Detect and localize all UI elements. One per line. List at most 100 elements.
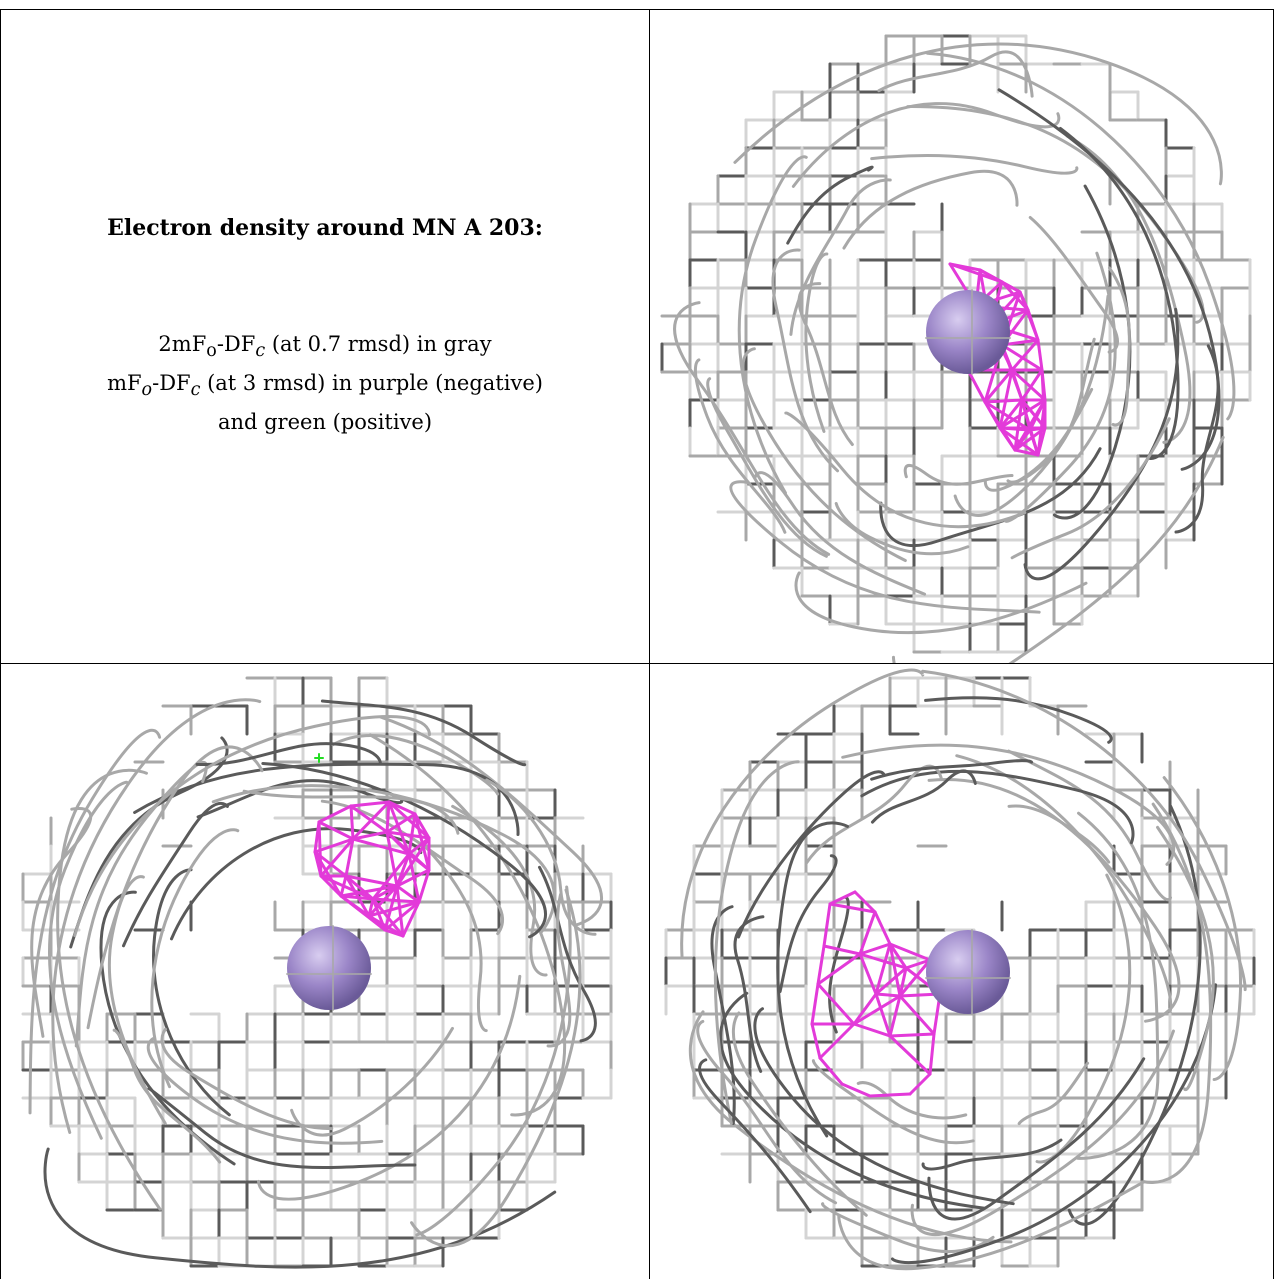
negative-density-segment bbox=[344, 874, 375, 901]
negative-density-segment bbox=[998, 426, 1032, 432]
negative-density-segment bbox=[385, 812, 417, 834]
mesh-contour-strand bbox=[1023, 307, 1180, 581]
negative-density-segment bbox=[407, 812, 417, 856]
negative-density-segment bbox=[1013, 448, 1040, 457]
negative-density-segment bbox=[852, 992, 878, 1026]
mesh-contour-strand bbox=[48, 780, 129, 1140]
legend-term: -DF bbox=[216, 332, 256, 356]
mesh-contour-strand bbox=[56, 768, 162, 1211]
mesh-contour-strand bbox=[797, 282, 854, 446]
negative-density-segment bbox=[816, 982, 856, 1026]
mesh-contour-strand bbox=[997, 88, 1221, 471]
mesh-contour-strand bbox=[290, 1026, 454, 1137]
negative-density-segment bbox=[367, 884, 399, 918]
negative-density-segment bbox=[1013, 428, 1032, 452]
mesh-contour-strand bbox=[771, 248, 840, 473]
negative-density-segment bbox=[339, 894, 375, 901]
negative-density-segment bbox=[1000, 343, 1044, 372]
negative-density-segment bbox=[344, 874, 371, 918]
negative-density-segment bbox=[874, 992, 892, 1038]
negative-density-segment bbox=[853, 890, 877, 914]
negative-density-segment bbox=[317, 804, 353, 824]
mesh-contour-strand bbox=[696, 1019, 838, 1205]
negative-density-segment bbox=[1020, 368, 1044, 402]
mesh-contour-strand bbox=[160, 1027, 334, 1131]
mesh-contour-strand bbox=[195, 742, 382, 766]
mesh-contour-strand bbox=[538, 865, 597, 1043]
negative-density-segment bbox=[966, 368, 987, 404]
legend-line-2mfo-dfc: 2mFo-DFc (at 0.7 rmsd) in gray bbox=[1, 328, 649, 367]
negative-density-segment bbox=[339, 894, 371, 918]
negative-density-segment bbox=[868, 1092, 912, 1098]
mesh-contour-curves bbox=[673, 42, 1236, 663]
mesh-contour-strand bbox=[196, 779, 404, 819]
mesh-contour-strand bbox=[737, 770, 886, 939]
mesh-contour-strand bbox=[147, 1086, 417, 1170]
negative-density-segment bbox=[313, 837, 355, 854]
mesh-contour-strand bbox=[804, 252, 829, 433]
mesh-contour-strand bbox=[150, 828, 240, 1089]
manganese-atom-sphere bbox=[926, 290, 1010, 374]
negative-density-segment bbox=[898, 994, 936, 1036]
negative-density-segment bbox=[822, 944, 862, 956]
mesh-contour-strand bbox=[242, 789, 460, 835]
negative-density-segment bbox=[888, 994, 902, 1038]
legend-term: (at 0.7 rmsd) in gray bbox=[265, 332, 492, 356]
mesh-contour-strand bbox=[146, 1037, 384, 1145]
negative-density-segment bbox=[822, 902, 832, 948]
negative-density-segment bbox=[313, 850, 343, 898]
mesh-contour-strand bbox=[1162, 776, 1243, 1081]
negative-density-segment bbox=[998, 426, 1040, 457]
negative-density-segment bbox=[873, 910, 892, 946]
negative-density-segment bbox=[898, 966, 908, 998]
mesh-contour-strand bbox=[828, 895, 850, 1034]
negative-density-segment bbox=[385, 830, 411, 856]
negative-density-segment bbox=[874, 942, 892, 996]
negative-density-segment bbox=[852, 1022, 892, 1038]
negative-density-segment bbox=[888, 1032, 936, 1038]
negative-density-segment bbox=[874, 966, 908, 996]
mesh-contour-strand bbox=[680, 668, 925, 958]
mesh-contour-strand bbox=[1017, 1061, 1090, 1126]
negative-density-segment bbox=[983, 368, 1014, 404]
negative-density-segment bbox=[852, 994, 902, 1026]
legend-subscript: o bbox=[141, 380, 153, 401]
negative-density-segment bbox=[828, 902, 877, 914]
legend-subscript: c bbox=[190, 380, 201, 401]
legend-text: 2mFo-DFc (at 0.7 rmsd) in gray mFo-DFc (… bbox=[1, 328, 649, 438]
manganese-atom-sphere bbox=[926, 930, 1010, 1014]
density-panel-bottom-left bbox=[1, 664, 649, 1279]
mesh-contour-curves bbox=[680, 668, 1247, 1271]
negative-density-segment bbox=[874, 992, 902, 998]
negative-density-segment bbox=[407, 852, 421, 904]
negative-density-segment bbox=[858, 952, 878, 996]
mesh-contour-strand bbox=[891, 435, 1225, 663]
negative-density-segment bbox=[810, 1022, 822, 1060]
mesh-contour-strand bbox=[1010, 417, 1171, 560]
negative-density-segment bbox=[840, 1082, 872, 1098]
mesh-contour-strand bbox=[693, 358, 787, 534]
negative-density-segment bbox=[371, 852, 411, 901]
negative-density-segment bbox=[387, 800, 411, 856]
mesh-contour-strand bbox=[379, 715, 603, 927]
mesh-contour-strand bbox=[955, 754, 1173, 1013]
negative-density-segment bbox=[1010, 368, 1047, 402]
negative-difference-density bbox=[810, 890, 942, 1098]
legend-term: (at 3 rmsd) in purple (negative) bbox=[200, 371, 543, 396]
mesh-contour-strand bbox=[331, 734, 500, 796]
negative-density-segment bbox=[858, 910, 877, 956]
mesh-contour-strand bbox=[51, 698, 262, 1134]
legend-subscript: c bbox=[255, 341, 266, 362]
negative-density-segment bbox=[1020, 398, 1047, 430]
negative-density-segment bbox=[383, 884, 399, 932]
negative-density-segment bbox=[349, 804, 389, 834]
mesh-contour-strand bbox=[74, 760, 208, 1048]
negative-density-segment bbox=[351, 837, 411, 856]
mesh-contour-strand bbox=[753, 471, 927, 596]
negative-difference-density bbox=[313, 800, 431, 938]
negative-density-segment bbox=[888, 942, 908, 970]
mesh-contour-strand bbox=[741, 347, 907, 563]
mesh-contour-strand bbox=[698, 1058, 812, 1214]
negative-density-segment bbox=[395, 884, 405, 938]
